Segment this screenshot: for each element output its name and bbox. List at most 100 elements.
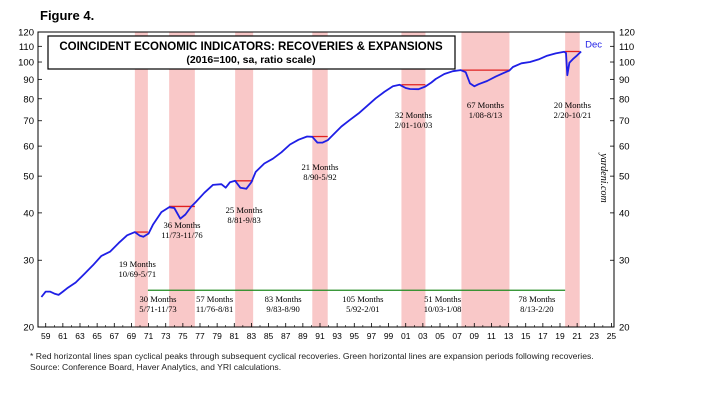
- x-tick-label: 19: [555, 331, 565, 341]
- y-tick-label-right: 120: [619, 28, 635, 39]
- recovery-months: 25 Months: [226, 205, 264, 215]
- title-box: COINCIDENT ECONOMIC INDICATORS: RECOVERI…: [47, 35, 456, 70]
- y-tick-label-right: 100: [619, 58, 635, 69]
- recovery-range: 8/81-9/83: [227, 215, 260, 225]
- x-tick-label: 07: [452, 331, 462, 341]
- expansion-months: 51 Months: [424, 294, 462, 304]
- x-tick-label: 81: [230, 331, 240, 341]
- recovery-range: 2/20-10/21: [554, 110, 592, 120]
- x-tick-label: 89: [298, 331, 308, 341]
- footnote-line-1: * Red horizontal lines span cyclical pea…: [30, 351, 594, 361]
- recovery-months: 21 Months: [301, 162, 339, 172]
- footnote-line-2: Source: Conference Board, Haver Analytic…: [30, 362, 282, 372]
- y-tick-label-left: 90: [23, 75, 34, 86]
- x-tick-label: 87: [281, 331, 291, 341]
- recovery-shade: [235, 32, 254, 327]
- expansion-range: 5/92-2/01: [346, 304, 379, 314]
- expansion-range: 9/83-8/90: [266, 304, 299, 314]
- y-tick-label-right: 40: [619, 208, 630, 219]
- y-tick-label-right: 20: [619, 323, 630, 334]
- recovery-shade: [169, 32, 195, 327]
- x-tick-label: 83: [247, 331, 257, 341]
- x-tick-label: 77: [195, 331, 205, 341]
- x-tick-label: 23: [590, 331, 600, 341]
- x-tick-label: 75: [178, 331, 188, 341]
- x-tick-label: 73: [161, 331, 171, 341]
- x-tick-label: 71: [144, 331, 154, 341]
- y-tick-label-left: 60: [23, 142, 34, 153]
- y-tick-label-left: 40: [23, 208, 34, 219]
- x-tick-label: 91: [315, 331, 325, 341]
- recovery-months: 20 Months: [554, 100, 592, 110]
- x-tick-label: 03: [418, 331, 428, 341]
- recovery-months: 67 Months: [467, 100, 505, 110]
- expansion-range: 11/76-8/81: [196, 304, 233, 314]
- x-tick-label: 97: [367, 331, 377, 341]
- expansion-range: 8/13-2/20: [520, 304, 553, 314]
- x-tick-label: 59: [41, 331, 51, 341]
- y-tick-label-left: 20: [23, 323, 34, 334]
- footnote: * Red horizontal lines span cyclical pea…: [30, 351, 690, 373]
- x-tick-label: 11: [487, 331, 496, 341]
- x-tick-label: 09: [470, 331, 480, 341]
- y-tick-label-right: 70: [619, 116, 630, 127]
- y-tick-label-left: 110: [19, 42, 34, 53]
- x-tick-label: 65: [92, 331, 102, 341]
- y-tick-label-right: 30: [619, 256, 630, 267]
- series: Dec: [40, 39, 602, 298]
- plot-frame: [37, 31, 615, 328]
- recovery-range: 10/69-5/71: [119, 269, 157, 279]
- recovery-shade: [312, 32, 328, 327]
- recovery-months: 36 Months: [163, 220, 201, 230]
- recovery-shading: [134, 32, 580, 327]
- y-tick-label-left: 70: [23, 116, 34, 127]
- x-tick-label: 05: [435, 331, 445, 341]
- expansion-months: 78 Months: [518, 294, 556, 304]
- axis-labels: 20 20 30 30 40 40 50 50 60 60 70 70 80 80 90 90 100 100 11…: [18, 28, 635, 342]
- x-tick-label: 85: [264, 331, 274, 341]
- figure-label: Figure 4.: [40, 8, 95, 23]
- x-tick-label: 21: [572, 331, 582, 341]
- recovery-shade: [461, 32, 510, 327]
- watermark: yardeni.com: [598, 152, 609, 202]
- x-tick-label: 13: [504, 331, 514, 341]
- x-tick-label: 15: [521, 331, 531, 341]
- x-tick-label: 93: [332, 331, 342, 341]
- x-tick-label: 99: [384, 331, 394, 341]
- x-tick-label: 95: [350, 331, 360, 341]
- expansion-months: 105 Months: [342, 294, 384, 304]
- y-tick-label-left: 50: [23, 172, 34, 183]
- recovery-months: 32 Months: [395, 110, 433, 120]
- y-tick-label-right: 60: [619, 142, 630, 153]
- y-tick-label-right: 50: [619, 172, 630, 183]
- expansion-range: 5/71-11/73: [139, 304, 176, 314]
- y-tick-label-right: 80: [619, 94, 630, 105]
- x-tick-label: 61: [58, 331, 68, 341]
- recovery-shade: [565, 32, 580, 327]
- y-tick-label-right: 110: [619, 42, 634, 53]
- y-tick-label-left: 80: [23, 94, 34, 105]
- chart-subtitle: (2016=100, sa, ratio scale): [186, 54, 315, 66]
- x-tick-label: 17: [538, 331, 548, 341]
- series-line: [40, 50, 582, 298]
- recovery-range: 1/08-8/13: [469, 110, 502, 120]
- y-tick-label-right: 90: [619, 75, 630, 86]
- expansion-range: 10/03-1/08: [424, 304, 462, 314]
- recovery-range: 11/73-11/76: [161, 230, 203, 240]
- x-tick-label: 01: [401, 331, 411, 341]
- chart-title: COINCIDENT ECONOMIC INDICATORS: RECOVERI…: [59, 41, 443, 53]
- recovery-range: 8/90-5/92: [303, 172, 336, 182]
- expansion-months: 83 Months: [265, 294, 303, 304]
- y-tick-label-left: 120: [18, 28, 34, 39]
- reference-lines: [134, 50, 580, 291]
- end-label: Dec: [585, 39, 602, 50]
- recovery-range: 2/01-10/03: [395, 120, 433, 130]
- recovery-months: 19 Months: [119, 259, 157, 269]
- x-tick-label: 63: [75, 331, 85, 341]
- recovery-shade: [401, 32, 426, 327]
- x-tick-label: 69: [127, 331, 137, 341]
- expansion-months: 57 Months: [196, 294, 234, 304]
- y-tick-label-left: 30: [23, 256, 34, 267]
